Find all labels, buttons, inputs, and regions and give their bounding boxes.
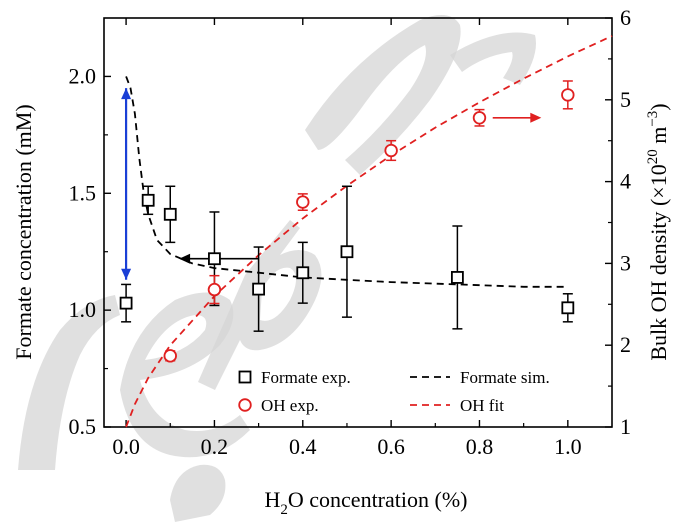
formate-exp-point — [141, 193, 155, 207]
formate-exp-point — [208, 252, 221, 266]
y-axis-right-label-end: ) — [646, 103, 671, 110]
x-tick-label: 0.0 — [112, 434, 140, 459]
y-right-tick-label: 5 — [620, 87, 631, 112]
x-axis-label-main: H — [265, 487, 281, 512]
formate-sim-line — [125, 76, 568, 288]
y-axis-right-label-exp2: −3 — [645, 111, 661, 127]
oh-fit-line — [125, 35, 613, 428]
oh-exp-point — [163, 349, 177, 363]
x-axis-label-sub: 2 — [280, 502, 288, 518]
watermark-stroke-4 — [305, 15, 461, 175]
x-tick-label: 0.8 — [466, 434, 494, 459]
oh-exp-point — [561, 88, 575, 102]
y-axis-right-label-mid: m — [646, 127, 671, 150]
y-axis-right-label-exp1: 20 — [645, 149, 661, 164]
y-axis-right-label-main: Bulk OH density (×10 — [646, 164, 671, 360]
y-left-tick-label: 1.5 — [69, 180, 97, 205]
legend-label: Formate exp. — [261, 368, 351, 387]
legend-label: OH fit — [460, 396, 504, 415]
blue-arrow-head-up — [121, 88, 132, 100]
legend-formate-exp-marker — [238, 370, 252, 384]
oh-exp-point — [296, 195, 310, 209]
y-left-tick-label: 2.0 — [69, 63, 97, 88]
formate-exp-point — [119, 296, 133, 310]
plot-layer: 0.0 0.2 0.4 0.6 0.8 1.0 0.5 1.0 1.5 2.0 1 2 3 4 5 6 Form… — [69, 5, 632, 459]
y-right-tick-label: 4 — [620, 169, 631, 194]
x-axis-label: H2O concentration (%) — [265, 487, 468, 518]
watermark-stroke-3 — [198, 220, 322, 390]
watermark-stroke-2 — [120, 292, 250, 458]
x-tick-label: 0.2 — [201, 434, 229, 459]
oh-exp-point — [384, 143, 398, 158]
black-arrow-head — [179, 253, 191, 264]
oh-exp-point — [472, 111, 487, 125]
formate-exp-point — [163, 207, 177, 221]
y-left-tick-label: 0.5 — [69, 414, 97, 439]
formate-exp-point — [252, 282, 266, 296]
y-left-tick-label: 1.0 — [69, 297, 97, 322]
x-tick-label: 0.6 — [377, 434, 405, 459]
formate-exp-point — [561, 301, 575, 315]
formate-exp-point — [450, 271, 464, 284]
red-arrow-head — [530, 112, 542, 123]
y-axis-left-label: Formate concentration (mM) — [11, 104, 36, 359]
x-tick-label: 1.0 — [554, 434, 582, 459]
watermark-stroke-6 — [170, 464, 226, 522]
watermark-stroke-5 — [450, 32, 536, 85]
y-right-tick-label: 1 — [620, 414, 631, 439]
blue-arrow-head-down — [121, 268, 132, 280]
legend-oh-exp-marker — [238, 398, 252, 412]
x-axis-label-rest: O concentration (%) — [288, 487, 468, 512]
y-axis-right-label: Bulk OH density (×1020 m−3) — [645, 103, 671, 360]
legend-label: Formate sim. — [460, 368, 550, 387]
y-right-tick-label: 2 — [620, 332, 631, 357]
watermark — [18, 15, 536, 522]
x-tick-label: 0.4 — [289, 434, 317, 459]
formate-exp-point — [340, 245, 354, 259]
y-right-tick-label: 6 — [620, 5, 631, 30]
formate-exp-point — [296, 266, 310, 280]
watermark-stroke-1 — [18, 295, 120, 470]
y-right-tick-label: 3 — [620, 250, 631, 275]
oh-exp-point — [207, 282, 222, 297]
legend-label: OH exp. — [261, 396, 319, 415]
